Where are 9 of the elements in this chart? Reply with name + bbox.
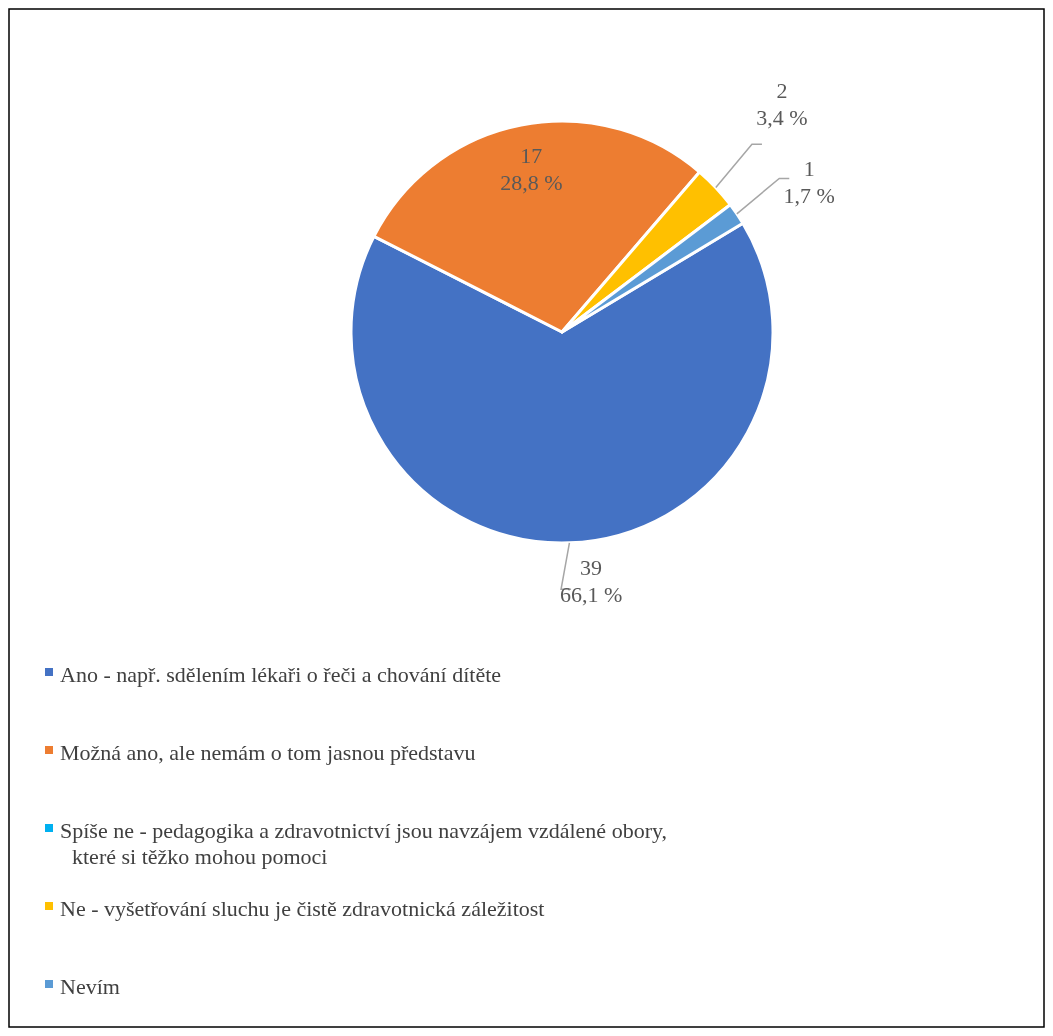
legend-label: Spíše ne - pedagogika a zdravotnictví jsou navzájem vzdálené obory, které si těžko mohou pomoci [60,818,668,870]
legend-label: Ne - vyšetřování sluchu je čistě zdravotnická záležitost [60,896,545,922]
data-label: 2 3,4 % [756,78,808,131]
data-label: 39 66,1 % [559,555,623,608]
data-label: 1 1,7 % [783,156,835,209]
legend-label: Ano - např. sdělením lékaři o řeči a chování dítěte [60,662,502,688]
legend-label: Možná ano, ale nemám o tom jasnou představu [60,740,476,766]
data-label: 17 28,8 % [500,142,563,195]
legend-label: Nevím [60,974,120,1000]
